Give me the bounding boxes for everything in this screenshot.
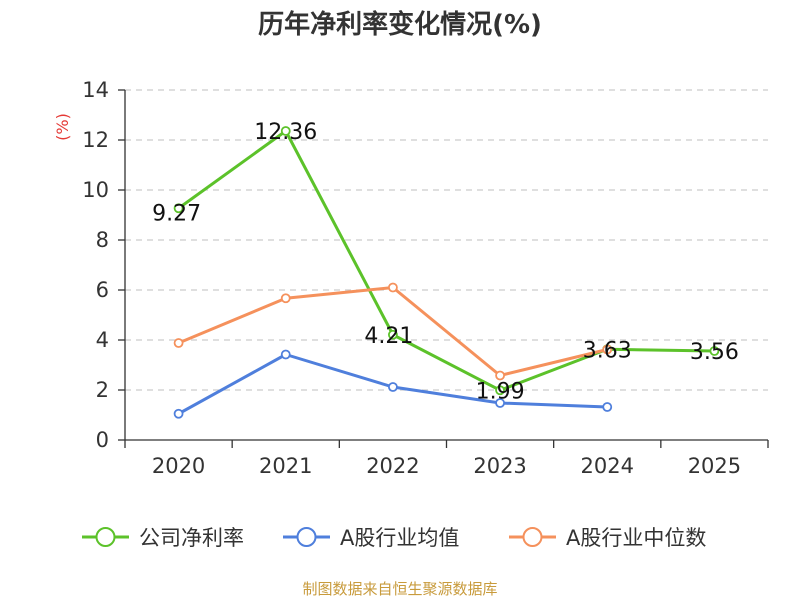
x-tick-label: 2025: [688, 454, 741, 478]
series-2: [173, 282, 613, 381]
data-point: [280, 126, 291, 136]
y-axis-unit-label: (%): [53, 113, 72, 141]
y-tick-label: 14: [82, 78, 109, 102]
x-tick-label: 2022: [366, 454, 419, 478]
data-labels: 9.27 12.36 4.21 1.99 3.63 3.56: [152, 120, 739, 404]
data-label: 9.27: [152, 201, 201, 226]
legend-label: 公司净利率: [139, 526, 244, 550]
gridlines: [125, 89, 768, 391]
legend: 公司净利率 A股行业均值 A股行业中位数: [82, 526, 706, 550]
data-point: [280, 293, 291, 304]
data-label: 4.21: [364, 324, 413, 349]
data-point: [280, 349, 291, 360]
y-tick-label: 10: [82, 178, 109, 202]
data-point: [388, 329, 398, 340]
legend-item-0[interactable]: 公司净利率: [82, 526, 244, 550]
data-point: [388, 382, 398, 392]
y-tick-label: 6: [96, 278, 109, 302]
legend-marker: [95, 527, 116, 547]
data-label: 3.63: [583, 338, 632, 363]
chart-title: 历年净利率变化情况(%): [258, 9, 542, 40]
x-tick-label: 2020: [152, 454, 205, 478]
data-point: [495, 385, 505, 396]
source-caption: 制图数据来自恒生聚源数据库: [302, 580, 497, 598]
data-point: [173, 338, 184, 348]
data-point: [173, 408, 184, 419]
y-tick-label: 12: [82, 128, 109, 152]
data-point: [495, 398, 505, 408]
legend-label: A股行业中位数: [566, 526, 706, 550]
x-tick-label: 2021: [259, 454, 312, 478]
legend-item-2[interactable]: A股行业中位数: [509, 526, 706, 550]
axes: 0 2 4 6 8 10 12 14 2020 2021 2022 2023 2024 2025: [82, 78, 769, 478]
y-tick-label: 4: [96, 328, 109, 352]
x-tick-label: 2023: [473, 454, 526, 478]
series-lines: [173, 126, 720, 419]
legend-marker: [296, 527, 317, 547]
x-tick-label: 2024: [581, 454, 634, 478]
data-point: [602, 344, 613, 355]
legend-item-1[interactable]: A股行业均值: [283, 526, 459, 550]
legend-label: A股行业均值: [340, 526, 459, 550]
y-tick-label: 8: [96, 228, 109, 252]
data-label: 12.36: [254, 120, 317, 145]
data-point: [602, 402, 613, 412]
y-tick-label: 0: [96, 428, 109, 452]
series-line: [177, 129, 715, 392]
data-label: 3.56: [690, 340, 739, 365]
series-1: [173, 349, 613, 419]
data-label: 1.99: [476, 379, 525, 404]
data-point: [388, 282, 398, 293]
data-point: [709, 346, 720, 356]
series-0: [173, 126, 720, 396]
legend-marker: [522, 527, 543, 547]
data-point: [173, 203, 184, 214]
y-tick-label: 2: [96, 378, 109, 402]
data-point: [495, 370, 505, 381]
